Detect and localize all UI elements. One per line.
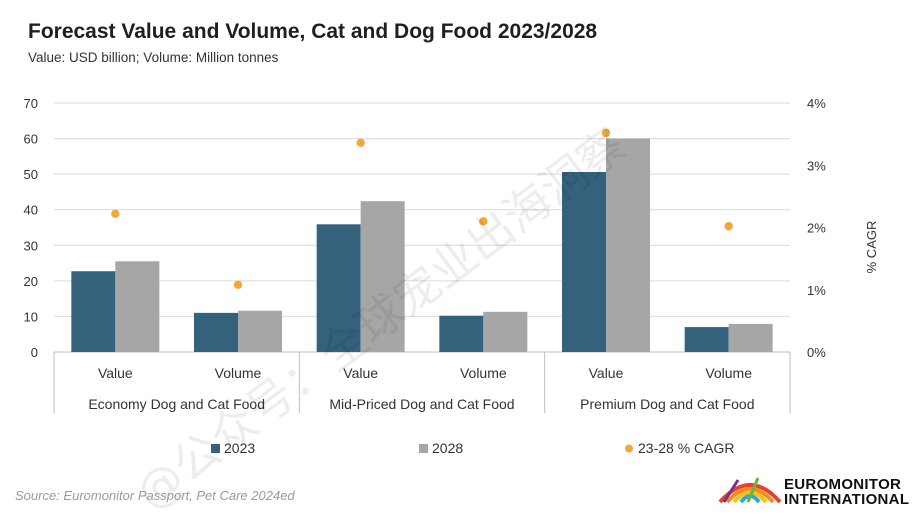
- legend-label-2023: 2023: [224, 440, 255, 456]
- y-tick-label: 40: [24, 203, 38, 218]
- bar-2023: [562, 172, 606, 352]
- group-label: Economy Dog and Cat Food: [88, 396, 265, 412]
- group-label: Premium Dog and Cat Food: [580, 396, 754, 412]
- bar-2028: [728, 323, 773, 352]
- legend-swatch-2023: [211, 444, 220, 453]
- bar-2028: [483, 311, 528, 352]
- chart-subtitle: Value: USD billion; Volume: Million tonn…: [28, 50, 279, 65]
- cagr-point: [601, 128, 611, 138]
- chart-title: Forecast Value and Volume, Cat and Dog F…: [28, 20, 598, 43]
- source-note: Source: Euromonitor Passport, Pet Care 2…: [15, 488, 295, 503]
- y-tick-label: 30: [24, 238, 38, 253]
- bar-2028: [238, 310, 282, 352]
- group-label: Mid-Priced Dog and Cat Food: [329, 396, 514, 412]
- cagr-point: [479, 217, 488, 226]
- cagr-point: [111, 209, 120, 219]
- y2-tick-label: 3%: [807, 158, 826, 173]
- cagr-point: [724, 222, 733, 231]
- x-category-label: Volume: [705, 365, 752, 381]
- y2-tick-label: 0%: [807, 345, 826, 360]
- bar-2028: [606, 138, 650, 352]
- y-tick-label: 50: [24, 167, 38, 182]
- cagr-point: [356, 138, 365, 148]
- bar-2023: [71, 271, 116, 352]
- logo-line-1: EUROMONITOR: [784, 476, 902, 493]
- y2-tick-label: 2%: [807, 221, 826, 236]
- y-tick-label: 60: [24, 132, 38, 147]
- y-tick-label: 10: [24, 309, 38, 324]
- x-category-label: Value: [343, 365, 378, 381]
- y2-tick-label: 4%: [807, 96, 826, 111]
- y-tick-label: 0: [31, 345, 38, 360]
- legend-label-2028: 2028: [432, 440, 463, 456]
- y2-axis-title: % CAGR: [864, 221, 879, 274]
- bar-2023: [194, 312, 238, 352]
- legend-swatch-2028: [419, 444, 428, 453]
- cagr-point: [233, 280, 243, 289]
- y2-tick-label: 1%: [807, 283, 826, 298]
- y-tick-label: 70: [24, 96, 38, 111]
- rainbow-arc-icon: [718, 477, 782, 504]
- bar-2023: [316, 224, 361, 352]
- x-category-label: Value: [589, 365, 624, 381]
- x-category-label: Value: [98, 365, 133, 381]
- logo-line-2: INTERNATIONAL: [784, 491, 910, 508]
- x-category-label: Volume: [215, 365, 262, 381]
- chart-canvas: 0 10 20 30 40 50 60 70 0% 1% 2% 3% 4% % CAGR Value Volu…: [24, 96, 879, 456]
- bar-2028: [360, 201, 405, 352]
- euromonitor-logo: EUROMONITOR INTERNATIONAL: [718, 474, 913, 510]
- bar-2023: [439, 315, 484, 352]
- bar-2023: [684, 327, 729, 352]
- bar-2028: [115, 261, 160, 352]
- legend-swatch-cagr: [625, 444, 633, 453]
- x-category-label: Volume: [460, 365, 507, 381]
- legend-label-cagr: 23-28 % CAGR: [638, 440, 734, 456]
- y-tick-label: 20: [24, 274, 38, 289]
